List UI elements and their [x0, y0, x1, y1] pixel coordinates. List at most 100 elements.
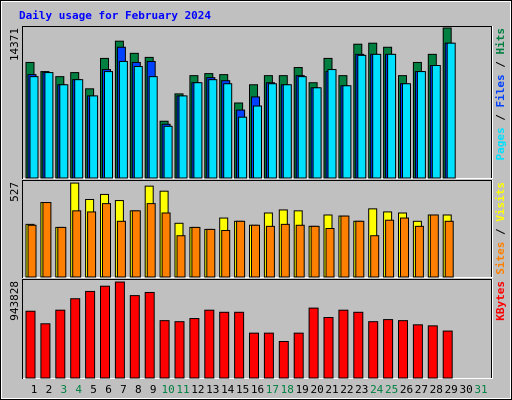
bar: [412, 324, 423, 379]
bar: [236, 220, 246, 278]
x-tick-label: 21: [325, 383, 338, 396]
legend-entry: Files: [494, 74, 507, 107]
bar: [42, 202, 52, 278]
bar: [238, 116, 248, 179]
bar: [353, 311, 364, 379]
x-tick-label: 13: [206, 383, 219, 396]
bar: [89, 95, 99, 179]
x-tick-label: 26: [400, 383, 413, 396]
bar: [338, 309, 349, 379]
legend-entry: Visits: [494, 182, 507, 222]
bar: [219, 311, 230, 379]
x-tick-label: 19: [296, 383, 309, 396]
bar: [70, 298, 81, 379]
legend-entry: Sites: [494, 242, 507, 275]
x-tick-label: 24: [370, 383, 384, 396]
bar: [85, 290, 96, 379]
x-tick-label: 27: [415, 383, 428, 396]
bar: [282, 84, 292, 179]
bar: [400, 217, 409, 278]
bar: [148, 76, 158, 179]
x-tick-label: 12: [191, 383, 204, 396]
bar: [176, 235, 186, 278]
legend-entry: Hits: [494, 28, 507, 55]
legend: Pages / Files / Hits: [494, 28, 507, 161]
x-tick-label: 18: [281, 383, 294, 396]
bar: [308, 307, 319, 379]
bar: [131, 210, 141, 278]
x-tick-label: 20: [310, 383, 323, 396]
bar: [278, 340, 289, 379]
bar: [193, 82, 203, 179]
bar: [402, 83, 411, 179]
legend-separator: /: [494, 108, 507, 128]
bar: [429, 214, 439, 278]
bar: [191, 226, 201, 278]
bar: [223, 83, 233, 179]
bar: [372, 53, 382, 179]
bar: [368, 321, 379, 379]
bar: [129, 295, 140, 379]
bar: [178, 95, 188, 179]
bar: [161, 212, 171, 278]
bar: [206, 228, 216, 278]
x-tick-label: 15: [236, 383, 249, 396]
bar: [104, 71, 113, 179]
x-tick-label: 25: [385, 383, 398, 396]
x-tick-label: 4: [75, 383, 82, 396]
x-tick-label: 6: [105, 383, 112, 396]
x-tick-label: 5: [90, 383, 97, 396]
bar: [312, 87, 322, 179]
bar: [295, 224, 305, 278]
bar: [355, 220, 365, 278]
x-tick-label: 16: [251, 383, 264, 396]
y-tick-label: 943828: [8, 281, 21, 321]
bar: [146, 203, 156, 278]
legend-entry: Pages: [494, 127, 507, 160]
x-tick-label: 10: [161, 383, 174, 396]
bar: [133, 66, 143, 179]
bar: [204, 309, 215, 379]
bar: [251, 224, 260, 278]
y-tick-label: 527: [8, 182, 21, 202]
bar: [114, 281, 125, 379]
x-tick-label: 2: [46, 383, 53, 396]
x-tick-label: 11: [176, 383, 189, 396]
bar: [40, 323, 51, 379]
bar: [340, 215, 350, 278]
bar: [383, 319, 394, 379]
x-tick-label: 28: [430, 383, 443, 396]
bar: [59, 84, 69, 179]
x-tick-label: 8: [135, 383, 142, 396]
bar: [163, 125, 173, 179]
bar: [208, 79, 218, 179]
y-tick-label: 14371: [8, 28, 21, 61]
x-tick-label: 9: [150, 383, 157, 396]
x-tick-label: 22: [340, 383, 353, 396]
bar: [310, 225, 320, 278]
bar: [116, 220, 126, 278]
bar: [280, 223, 290, 278]
bar: [414, 225, 424, 278]
bar: [398, 320, 408, 379]
bar: [87, 211, 97, 278]
x-tick-label: 7: [120, 383, 127, 396]
bar: [74, 79, 84, 179]
bar: [102, 203, 111, 278]
bar: [323, 317, 334, 379]
legend-entry: KBytes: [494, 281, 507, 321]
bar: [387, 53, 397, 179]
bar: [234, 311, 245, 379]
bar: [29, 76, 39, 179]
bar: [118, 60, 128, 179]
bar: [265, 225, 275, 278]
bar: [25, 310, 36, 379]
bar: [442, 330, 453, 379]
bar: [325, 228, 335, 278]
bar: [293, 332, 304, 379]
bar: [27, 224, 37, 278]
bar: [55, 309, 66, 379]
